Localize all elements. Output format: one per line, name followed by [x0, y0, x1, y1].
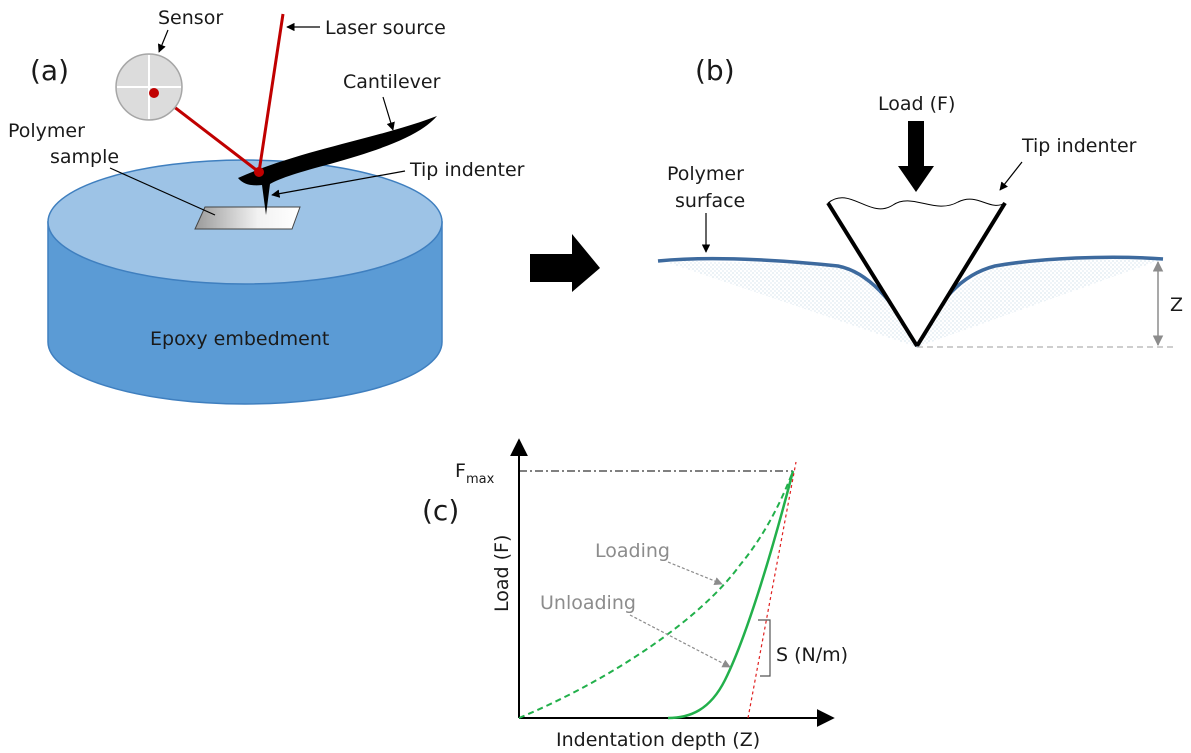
- load-arrow: [898, 121, 934, 192]
- epoxy-cylinder: [47, 159, 443, 405]
- tip-indenter-cone: [828, 197, 1005, 346]
- fmax-subscript: max: [466, 472, 495, 487]
- sensor: [115, 53, 183, 121]
- laser-incident-beam: [257, 13, 285, 173]
- transition-arrow: [530, 234, 600, 292]
- x-axis-label: Indentation depth (Z): [556, 729, 760, 751]
- loading-pointer: [667, 561, 723, 586]
- fmax-main: F: [455, 460, 466, 482]
- epoxy-label: Epoxy embedment: [150, 328, 329, 350]
- load-label: Load (F): [878, 93, 955, 115]
- sensor-laser-spot: [149, 88, 159, 98]
- sensor-label: Sensor: [158, 7, 223, 29]
- cantilever: [238, 116, 437, 215]
- polymer-surface-label-line2: surface: [675, 190, 745, 212]
- tip-indenter-pointer-a: [271, 170, 406, 198]
- polymer-sample: [194, 206, 301, 230]
- fmax-label: Fmax: [455, 460, 495, 487]
- y-axis-label: Load (F): [491, 535, 513, 612]
- unloading-curve: [667, 470, 795, 720]
- unloading-pointer: [629, 614, 731, 668]
- panel-c-label: (c): [422, 494, 459, 527]
- polymer-sample-pointer: [109, 167, 216, 216]
- panel-c: (c) Indentation depth (Z) Load (F) Fmax …: [422, 438, 848, 751]
- cantilever-pointer: [382, 96, 395, 131]
- cantilever-label: Cantilever: [343, 71, 441, 93]
- loading-label: Loading: [595, 540, 670, 562]
- panel-b: (b) Polymer surface Tip indenter Load (F…: [657, 54, 1183, 348]
- polymer-sample-label-line2: sample: [50, 146, 119, 168]
- tip-indenter-label-b: Tip indenter: [1021, 135, 1137, 157]
- tip-indenter-label-a: Tip indenter: [409, 159, 525, 181]
- unloading-label: Unloading: [540, 592, 636, 614]
- panel-b-label: (b): [695, 54, 735, 87]
- stiffness-tangent: [747, 461, 797, 719]
- tip-indenter-right-edge: [915, 201, 1007, 348]
- panel-a-label: (a): [30, 54, 69, 87]
- polymer-surface-label-line1: Polymer: [667, 163, 744, 185]
- deformation-region: [660, 259, 1160, 347]
- tip-indenter-top-edge: [827, 197, 1006, 210]
- polymer-sample-label-line1: Polymer: [8, 120, 85, 142]
- laser-source-label: Laser source: [325, 17, 446, 39]
- sensor-pointer: [157, 29, 169, 53]
- stiffness-bracket: [758, 619, 771, 677]
- panel-a: (a) Epoxy embedment Polymer sample Canti…: [8, 7, 525, 405]
- depth-label: Z: [1170, 294, 1183, 316]
- tip-indenter-pointer-b: [999, 161, 1023, 191]
- tip-indenter-left-edge: [826, 201, 919, 348]
- stiffness-label: S (N/m): [776, 644, 848, 666]
- laser-spot: [254, 167, 264, 177]
